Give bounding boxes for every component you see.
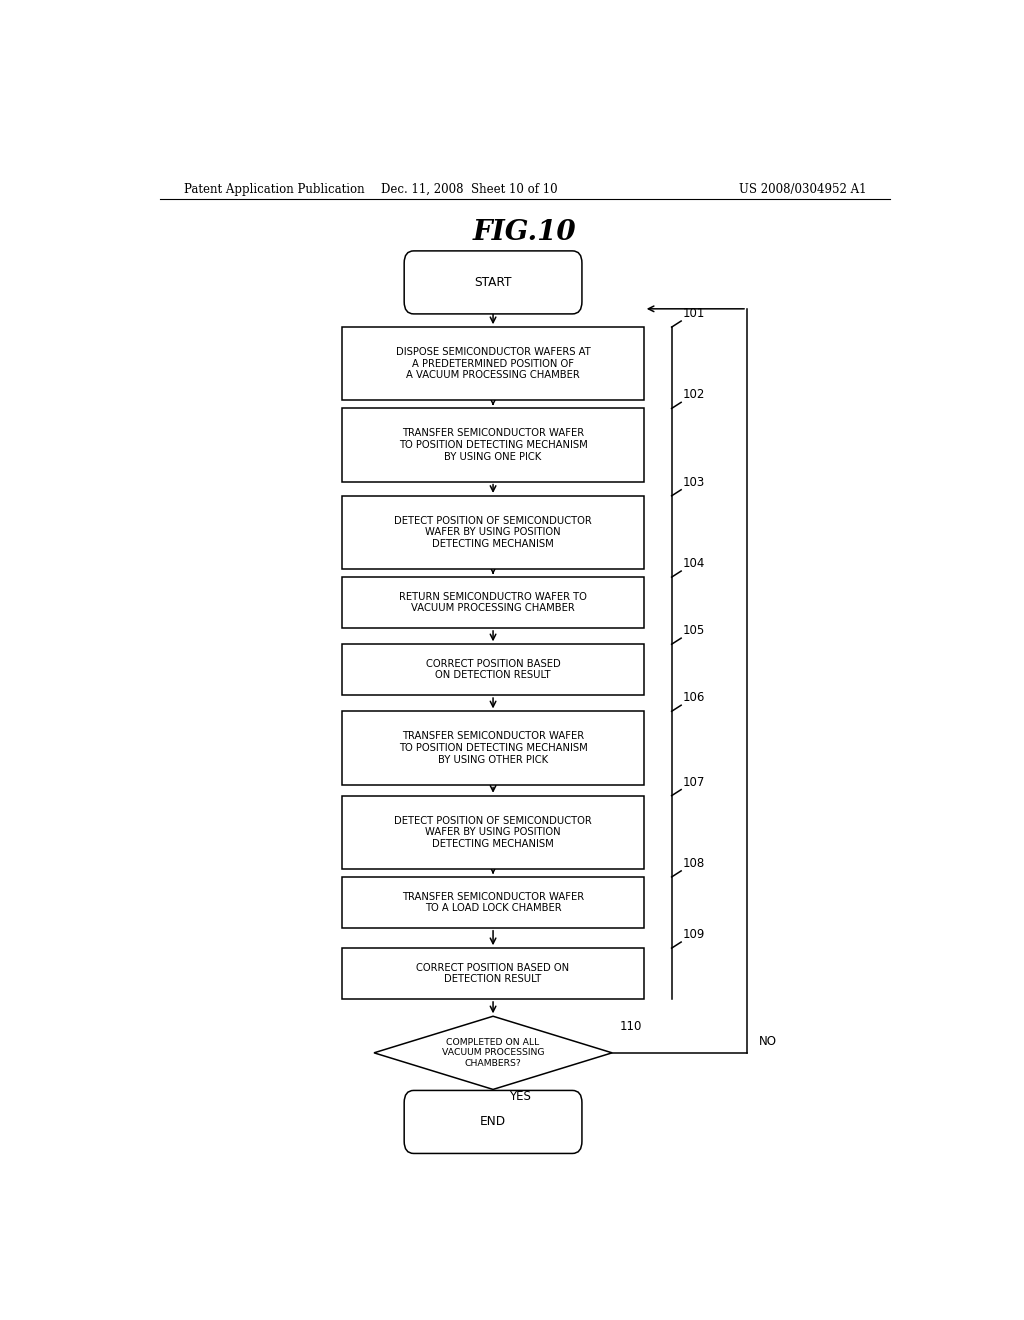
Bar (342, 876, 644, 928)
FancyBboxPatch shape (404, 251, 582, 314)
Text: DISPOSE SEMICONDUCTOR WAFERS AT
A PREDETERMINED POSITION OF
A VACUUM PROCESSING : DISPOSE SEMICONDUCTOR WAFERS AT A PREDET… (395, 347, 591, 380)
Bar (342, 496, 644, 569)
Text: END: END (480, 1115, 506, 1129)
Text: Patent Application Publication: Patent Application Publication (183, 182, 365, 195)
FancyBboxPatch shape (404, 1090, 582, 1154)
Bar (342, 577, 644, 628)
Bar (342, 796, 644, 869)
Text: TRANSFER SEMICONDUCTOR WAFER
TO POSITION DETECTING MECHANISM
BY USING ONE PICK: TRANSFER SEMICONDUCTOR WAFER TO POSITION… (398, 429, 588, 462)
Text: CORRECT POSITION BASED ON
DETECTION RESULT: CORRECT POSITION BASED ON DETECTION RESU… (417, 962, 569, 985)
Text: Dec. 11, 2008  Sheet 10 of 10: Dec. 11, 2008 Sheet 10 of 10 (381, 182, 557, 195)
Text: 105: 105 (683, 624, 705, 638)
Text: 103: 103 (683, 475, 705, 488)
Bar (342, 644, 644, 696)
Text: DETECT POSITION OF SEMICONDUCTOR
WAFER BY USING POSITION
DETECTING MECHANISM: DETECT POSITION OF SEMICONDUCTOR WAFER B… (394, 516, 592, 549)
Text: 110: 110 (620, 1020, 642, 1034)
Text: CORRECT POSITION BASED
ON DETECTION RESULT: CORRECT POSITION BASED ON DETECTION RESU… (426, 659, 560, 680)
Text: 106: 106 (683, 692, 706, 704)
Text: 104: 104 (683, 557, 706, 570)
Text: 101: 101 (683, 308, 706, 319)
Bar (342, 711, 644, 784)
Polygon shape (374, 1016, 612, 1089)
Bar (342, 408, 644, 482)
Text: YES: YES (509, 1089, 530, 1102)
Text: 107: 107 (683, 776, 706, 788)
Text: FIG.10: FIG.10 (473, 219, 577, 247)
Bar (342, 327, 644, 400)
Text: DETECT POSITION OF SEMICONDUCTOR
WAFER BY USING POSITION
DETECTING MECHANISM: DETECT POSITION OF SEMICONDUCTOR WAFER B… (394, 816, 592, 849)
Text: TRANSFER SEMICONDUCTOR WAFER
TO A LOAD LOCK CHAMBER: TRANSFER SEMICONDUCTOR WAFER TO A LOAD L… (402, 891, 584, 913)
Text: 109: 109 (683, 928, 706, 941)
Text: COMPLETED ON ALL
VACUUM PROCESSING
CHAMBERS?: COMPLETED ON ALL VACUUM PROCESSING CHAMB… (441, 1038, 545, 1068)
Text: 108: 108 (683, 857, 705, 870)
Text: RETURN SEMICONDUCTRO WAFER TO
VACUUM PROCESSING CHAMBER: RETURN SEMICONDUCTRO WAFER TO VACUUM PRO… (399, 591, 587, 614)
Bar (342, 948, 644, 999)
Text: 102: 102 (683, 388, 706, 401)
Text: START: START (474, 276, 512, 289)
Text: NO: NO (759, 1035, 777, 1048)
Text: US 2008/0304952 A1: US 2008/0304952 A1 (738, 182, 866, 195)
Text: TRANSFER SEMICONDUCTOR WAFER
TO POSITION DETECTING MECHANISM
BY USING OTHER PICK: TRANSFER SEMICONDUCTOR WAFER TO POSITION… (398, 731, 588, 764)
